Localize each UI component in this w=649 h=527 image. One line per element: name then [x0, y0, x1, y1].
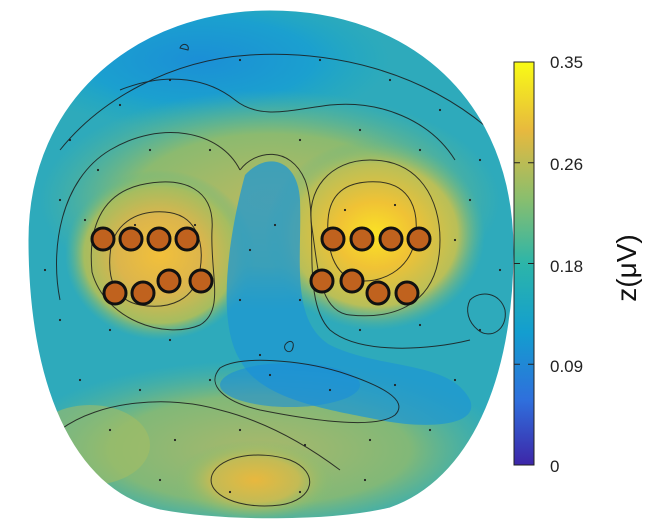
sensor-dot [478, 328, 482, 332]
electrode-right-3 [378, 226, 404, 252]
scalp-map [28, 10, 514, 519]
colorbar-label: z(μV) [611, 234, 642, 301]
electrode-left-7 [156, 268, 182, 294]
sensor-dot [298, 298, 302, 302]
sensor-dot [258, 353, 262, 357]
electrode-right-5 [309, 268, 335, 294]
sensor-dot [83, 218, 87, 222]
sensor-dot [468, 198, 472, 202]
sensor-dot [193, 223, 197, 227]
electrode-right-1 [320, 226, 346, 252]
sensor-dot [248, 248, 252, 252]
colorbar-tick-1: 0.26 [550, 155, 583, 174]
sensor-dot [418, 148, 422, 152]
sensor-dot [438, 108, 442, 112]
sensor-dot [418, 323, 422, 327]
sensor-dot [453, 378, 457, 382]
sensor-dot [43, 268, 47, 272]
electrode-left-1 [90, 226, 116, 252]
electrode-left-2 [118, 226, 144, 252]
sensor-dot [343, 208, 347, 212]
sensor-dot [328, 388, 332, 392]
sensor-dot [108, 328, 112, 332]
sensor-dot [138, 388, 142, 392]
sensor-dot [173, 438, 177, 442]
electrode-right-2 [349, 226, 375, 252]
electrode-right-8 [394, 280, 420, 306]
colorbar: 0.35 0.26 0.18 0.09 0 z(μV) [513, 53, 642, 476]
sensor-dot [168, 78, 172, 82]
sensor-dot [318, 58, 322, 62]
electrode-left-8 [188, 268, 214, 294]
electrode-clusters [90, 226, 432, 306]
sensor-dot [273, 223, 277, 227]
sensor-dot [108, 428, 112, 432]
sensor-dot [268, 373, 272, 377]
sensor-dot [298, 490, 302, 494]
sensor-dot [118, 103, 122, 107]
electrode-left-4 [174, 226, 200, 252]
electrode-left-5 [102, 280, 128, 306]
sensor-dot [393, 203, 397, 207]
sensor-dot [498, 268, 502, 272]
sensor-dot [393, 383, 397, 387]
electrode-right-4 [406, 226, 432, 252]
sensor-dot [238, 58, 242, 62]
sensor-dot [208, 148, 212, 152]
sensor-dot [358, 128, 362, 132]
electrode-left-3 [146, 226, 172, 252]
sensor-dot [228, 490, 232, 494]
sensor-dot [238, 428, 242, 432]
sensor-dot [58, 198, 62, 202]
sensor-dot [133, 223, 137, 227]
sensor-dot [298, 138, 302, 142]
sensor-dot [68, 138, 72, 142]
sensor-dot [158, 478, 162, 482]
electrode-left-6 [130, 280, 156, 306]
sensor-dot [358, 328, 362, 332]
sensor-dot [453, 238, 457, 242]
head-outline [27, 9, 515, 520]
sensor-dot [428, 428, 432, 432]
sensor-dot [58, 318, 62, 322]
sensor-dot [78, 378, 82, 382]
sensor-dot [478, 158, 482, 162]
electrode-right-7 [365, 280, 391, 306]
sensor-dot [208, 378, 212, 382]
sensor-dot [388, 78, 392, 82]
sensor-dot [148, 148, 152, 152]
colorbar-tick-2: 0.18 [550, 257, 583, 276]
colorbar-tick-3: 0.09 [550, 357, 583, 376]
sensor-dot [303, 443, 307, 447]
sensor-dot [96, 168, 100, 172]
colorbar-tick-4: 0 [550, 457, 559, 476]
sensor-dot [168, 338, 172, 342]
sensor-dot [368, 438, 372, 442]
sensor-dot [363, 478, 367, 482]
colorbar-tick-0: 0.35 [550, 53, 583, 72]
electrode-right-6 [339, 268, 365, 294]
sensor-dot [238, 298, 242, 302]
